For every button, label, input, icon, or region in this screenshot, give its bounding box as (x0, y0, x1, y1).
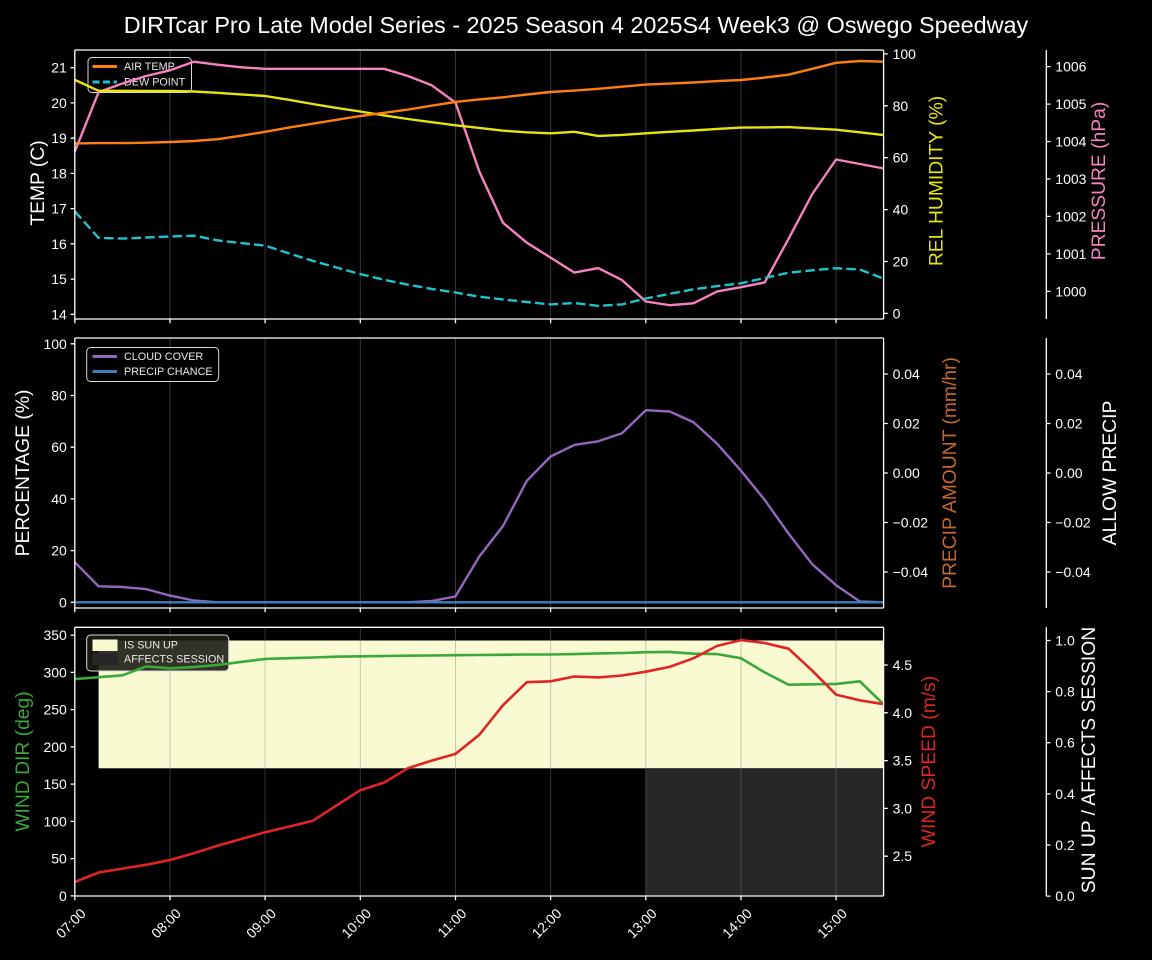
svg-text:1005: 1005 (1055, 96, 1086, 112)
svg-text:200: 200 (43, 739, 67, 755)
svg-text:SUN UP / AFFECTS SESSION: SUN UP / AFFECTS SESSION (1079, 627, 1100, 893)
svg-text:TEMP (C): TEMP (C) (28, 140, 49, 225)
svg-text:80: 80 (51, 388, 67, 404)
svg-text:21: 21 (51, 60, 67, 76)
svg-text:3.5: 3.5 (893, 753, 913, 769)
svg-text:0.02: 0.02 (1055, 416, 1082, 432)
svg-text:0.02: 0.02 (893, 416, 920, 432)
svg-text:20: 20 (893, 254, 909, 270)
svg-text:WIND SPEED (m/s): WIND SPEED (m/s) (919, 676, 940, 847)
svg-text:250: 250 (43, 702, 67, 718)
svg-text:20: 20 (51, 95, 67, 111)
svg-text:3.0: 3.0 (893, 800, 913, 816)
svg-text:1003: 1003 (1055, 171, 1086, 187)
svg-text:AIR TEMP: AIR TEMP (124, 61, 175, 73)
svg-text:60: 60 (893, 150, 909, 166)
svg-text:100: 100 (893, 46, 917, 62)
svg-text:0.6: 0.6 (1055, 735, 1075, 751)
svg-text:15: 15 (51, 271, 67, 287)
svg-text:20: 20 (51, 543, 67, 559)
svg-text:1.0: 1.0 (1055, 633, 1075, 649)
svg-text:0.4: 0.4 (1055, 786, 1075, 802)
svg-text:100: 100 (43, 813, 67, 829)
svg-text:−0.02: −0.02 (893, 515, 929, 531)
svg-text:4.5: 4.5 (893, 657, 913, 673)
svg-text:0: 0 (59, 888, 67, 904)
svg-text:100: 100 (43, 336, 67, 352)
svg-text:1004: 1004 (1055, 134, 1086, 150)
svg-text:0.8: 0.8 (1055, 684, 1075, 700)
svg-text:300: 300 (43, 664, 67, 680)
svg-text:1000: 1000 (1055, 283, 1086, 299)
svg-text:60: 60 (51, 439, 67, 455)
svg-text:0.00: 0.00 (1055, 465, 1082, 481)
svg-text:18: 18 (51, 165, 67, 181)
svg-text:0.00: 0.00 (893, 465, 920, 481)
svg-text:IS SUN UP: IS SUN UP (124, 640, 178, 652)
svg-text:40: 40 (893, 202, 909, 218)
svg-text:80: 80 (893, 98, 909, 114)
svg-text:4.0: 4.0 (893, 705, 913, 721)
svg-text:1002: 1002 (1055, 208, 1086, 224)
svg-text:0.04: 0.04 (893, 366, 920, 382)
svg-text:1001: 1001 (1055, 246, 1086, 262)
svg-text:REL HUMIDITY (%): REL HUMIDITY (%) (927, 96, 948, 266)
svg-text:150: 150 (43, 776, 67, 792)
svg-text:WIND DIR (deg): WIND DIR (deg) (13, 691, 34, 831)
svg-text:0.04: 0.04 (1055, 366, 1082, 382)
svg-text:CLOUD COVER: CLOUD COVER (124, 351, 203, 363)
svg-text:DEW POINT: DEW POINT (124, 77, 186, 89)
svg-text:350: 350 (43, 627, 67, 643)
svg-text:0.2: 0.2 (1055, 837, 1075, 853)
svg-text:PRECIP AMOUNT (mm/hr): PRECIP AMOUNT (mm/hr) (940, 357, 961, 589)
svg-text:DIRTcar Pro Late Model Series: DIRTcar Pro Late Model Series - 2025 Sea… (124, 12, 1029, 38)
svg-text:−0.02: −0.02 (1055, 515, 1091, 531)
svg-text:0: 0 (59, 594, 67, 610)
svg-text:PRESSURE (hPa): PRESSURE (hPa) (1089, 102, 1110, 261)
svg-text:2.5: 2.5 (893, 848, 913, 864)
svg-text:16: 16 (51, 236, 67, 252)
svg-text:−0.04: −0.04 (893, 564, 929, 580)
svg-text:AFFECTS SESSION: AFFECTS SESSION (124, 653, 224, 665)
svg-text:ALLOW PRECIP: ALLOW PRECIP (1100, 401, 1121, 546)
svg-text:PRECIP CHANCE: PRECIP CHANCE (124, 366, 213, 378)
svg-text:17: 17 (51, 201, 67, 217)
svg-text:PERCENTAGE (%): PERCENTAGE (%) (13, 390, 34, 557)
svg-text:0: 0 (893, 305, 901, 321)
svg-text:14: 14 (51, 306, 67, 322)
svg-text:1006: 1006 (1055, 59, 1086, 75)
svg-text:40: 40 (51, 491, 67, 507)
svg-text:50: 50 (51, 851, 67, 867)
svg-text:0.0: 0.0 (1055, 888, 1075, 904)
svg-text:−0.04: −0.04 (1055, 564, 1091, 580)
svg-text:19: 19 (51, 130, 67, 146)
